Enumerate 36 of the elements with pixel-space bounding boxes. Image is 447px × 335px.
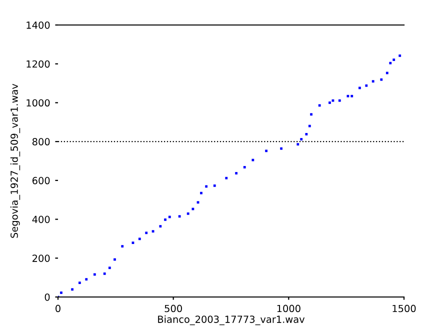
point — [205, 185, 208, 188]
x-tick-label: 500 — [164, 304, 182, 312]
y-tick-label: 800 — [32, 138, 50, 146]
point — [372, 80, 374, 83]
point — [350, 94, 354, 98]
point — [305, 132, 308, 136]
point — [78, 282, 81, 284]
x-tick-label: 0 — [56, 304, 60, 312]
point — [108, 266, 111, 270]
y-tick-label: 1200 — [26, 60, 50, 68]
y-tick-label: 1000 — [26, 99, 50, 107]
y-tick-label: 600 — [32, 176, 50, 184]
y-axis-title: Segovia_1927_id_509_var1.wav — [10, 84, 20, 238]
point — [398, 54, 402, 57]
point — [85, 278, 88, 281]
point — [145, 232, 148, 234]
point — [346, 94, 350, 98]
point — [103, 272, 106, 275]
point — [365, 84, 368, 87]
point — [389, 62, 392, 64]
point — [380, 78, 383, 81]
point — [178, 215, 181, 218]
point — [338, 99, 341, 102]
y-tick-label: 0 — [44, 293, 50, 301]
x-tick-label: 1500 — [392, 304, 416, 312]
x-tick-label: 1000 — [277, 304, 300, 312]
y-tick-label: 1400 — [26, 21, 50, 29]
point — [213, 184, 216, 187]
y-tick-label: 200 — [32, 254, 50, 262]
y-tick-label: 400 — [32, 216, 50, 224]
point — [138, 238, 141, 240]
point — [225, 176, 228, 180]
point — [318, 104, 321, 107]
x-axis-title: Bianco_2003_17773_var1.wav — [158, 315, 305, 326]
point — [186, 212, 190, 215]
point — [71, 288, 74, 291]
